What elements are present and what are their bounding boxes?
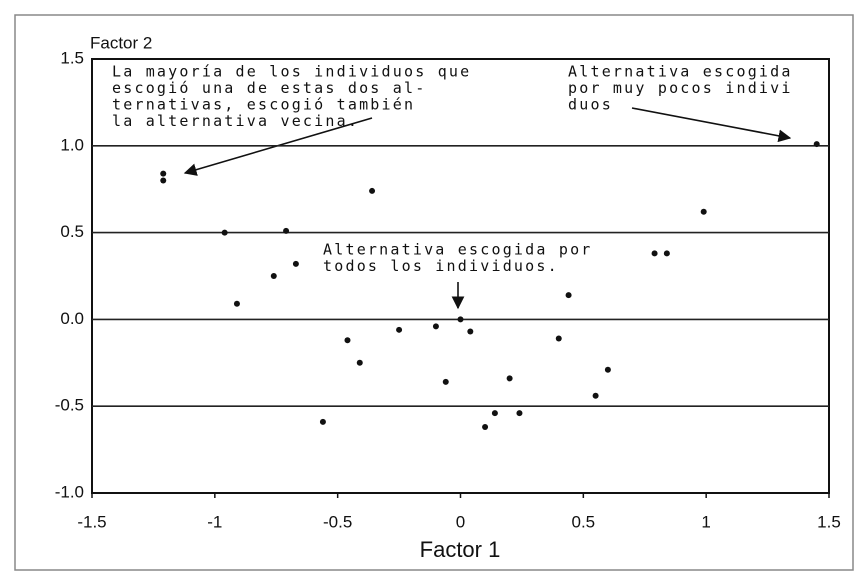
point	[442, 378, 449, 385]
x-tick-label: -1	[207, 512, 222, 531]
point	[221, 229, 228, 236]
point	[160, 170, 167, 177]
y-axis-label: Factor 2	[90, 33, 152, 52]
annotation: todos los individuos.	[323, 257, 559, 275]
point	[663, 250, 670, 257]
point	[396, 326, 403, 333]
outer-frame	[14, 14, 854, 571]
annotation: ternativas, escogió también	[112, 96, 415, 114]
point	[516, 410, 523, 417]
arrow	[631, 107, 792, 143]
x-tick-label: -0.5	[323, 512, 352, 531]
point	[283, 227, 290, 234]
point	[491, 410, 498, 417]
point	[270, 273, 277, 279]
y-tick-label: 1.0	[60, 135, 84, 154]
point	[813, 141, 820, 148]
point	[369, 187, 376, 194]
point	[467, 328, 474, 335]
x-tick-label: 1.5	[817, 512, 841, 531]
point	[482, 424, 489, 431]
point	[604, 366, 611, 373]
y-tick-label: -1.0	[55, 482, 84, 501]
y-tick-label: -0.5	[55, 396, 84, 415]
annotation: La mayoría de los individuos que	[112, 63, 471, 81]
point	[319, 418, 326, 425]
point	[160, 177, 167, 184]
x-tick-label: 0.5	[572, 512, 596, 531]
point	[432, 323, 439, 330]
annotation: Alternativa escogida	[568, 63, 793, 81]
point	[651, 250, 658, 257]
point	[555, 335, 562, 342]
point	[292, 260, 299, 267]
y-tick-label: 1.5	[60, 48, 84, 67]
x-tick-label: -1.5	[77, 512, 106, 531]
annotation: escogió una de estas dos al-	[112, 79, 426, 97]
x-tick-label: 1	[701, 512, 710, 531]
y-tick-label: 0.5	[60, 222, 84, 241]
annotation: Alternativa escogida por	[323, 241, 593, 259]
point	[700, 208, 707, 215]
point	[565, 292, 572, 299]
y-tick-label: 0.0	[60, 309, 84, 328]
point	[592, 392, 599, 399]
annotation: duos	[568, 96, 613, 114]
x-tick-label: 0	[456, 512, 465, 531]
x-axis-label: Factor 1	[420, 537, 501, 562]
point	[356, 359, 363, 366]
annotation: la alternativa vecina.	[112, 112, 359, 130]
point	[457, 316, 464, 323]
annotation: por muy pocos indivi	[568, 79, 793, 97]
point	[506, 375, 513, 382]
point	[233, 300, 240, 307]
point	[344, 337, 351, 344]
